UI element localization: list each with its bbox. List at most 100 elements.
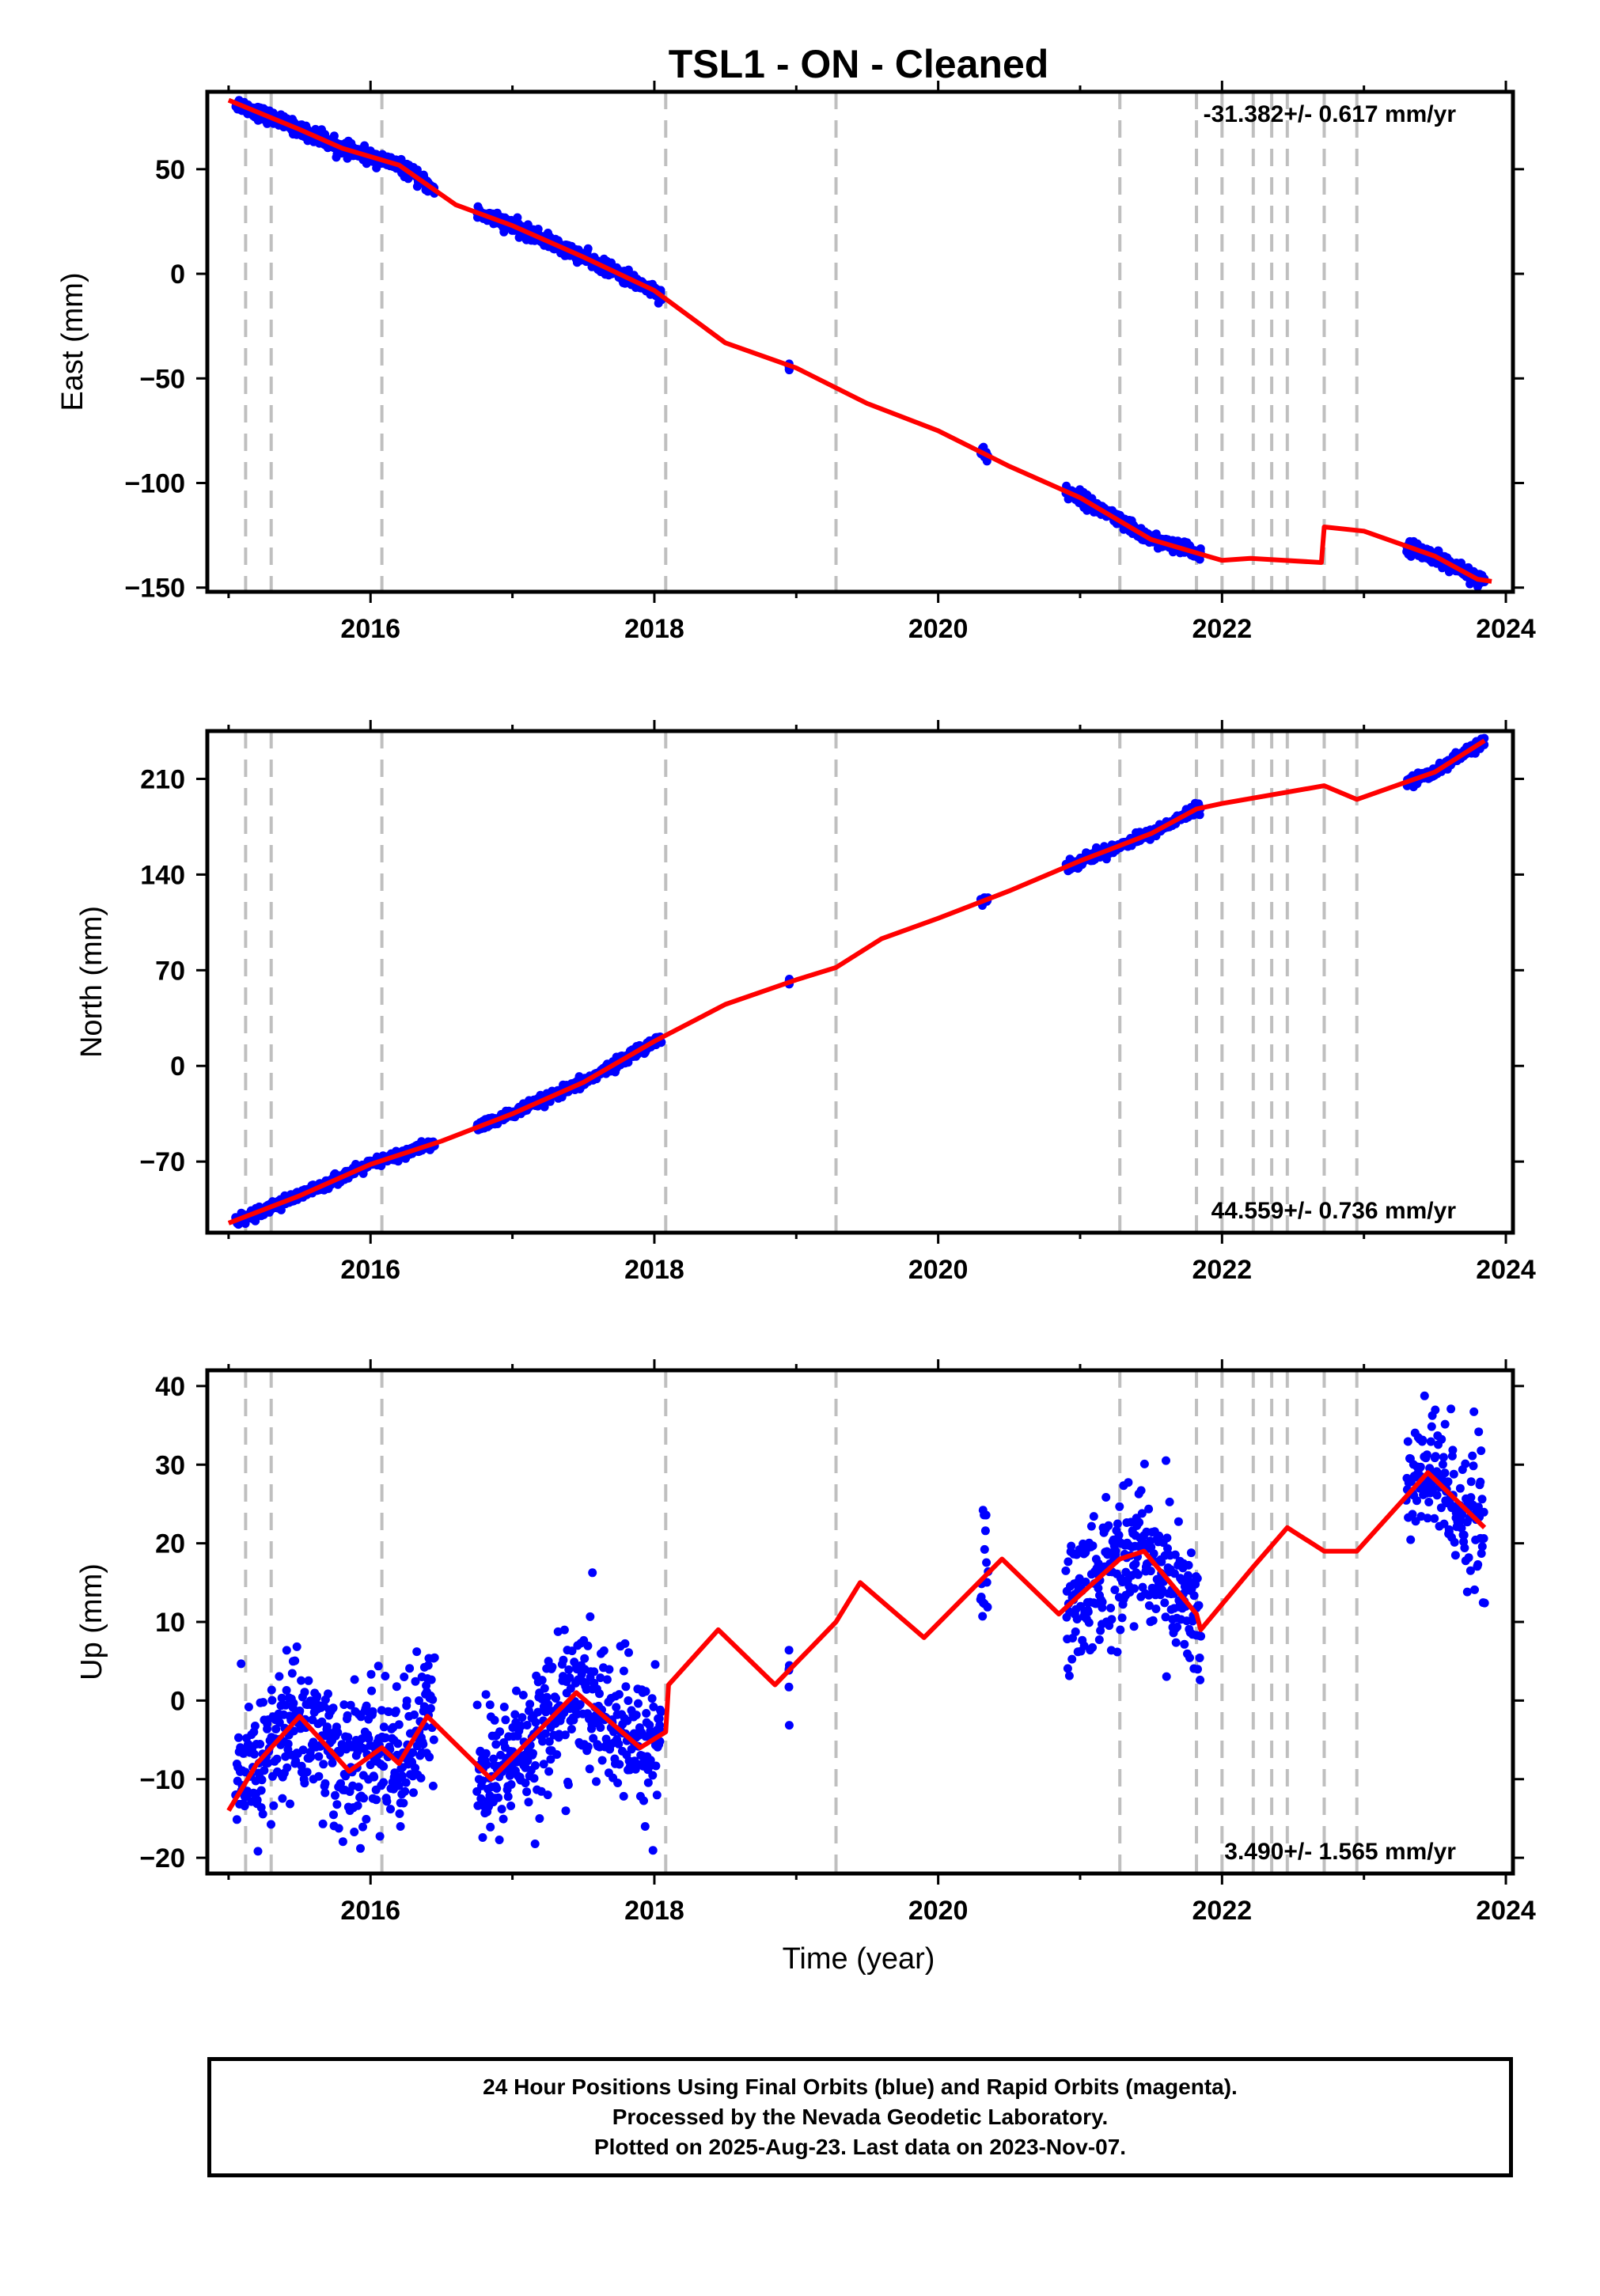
observation-point bbox=[495, 1727, 505, 1737]
observation-point bbox=[580, 1654, 590, 1663]
observation-point bbox=[382, 1797, 392, 1806]
observation-point bbox=[497, 1805, 506, 1814]
observation-point bbox=[1193, 1665, 1202, 1674]
observation-point bbox=[379, 1762, 389, 1771]
observation-point bbox=[259, 1698, 268, 1707]
observation-point bbox=[364, 1734, 373, 1744]
observation-point bbox=[1196, 544, 1205, 553]
observation-point bbox=[1157, 1557, 1166, 1567]
observation-point bbox=[428, 1781, 438, 1790]
observation-point bbox=[491, 1740, 501, 1749]
observation-point bbox=[1455, 1483, 1465, 1493]
observation-point bbox=[1480, 1598, 1489, 1608]
observation-point bbox=[350, 1828, 359, 1836]
observation-point bbox=[605, 1665, 614, 1674]
observation-point bbox=[1458, 1510, 1467, 1519]
observation-point bbox=[400, 1786, 410, 1796]
observation-point bbox=[654, 1714, 664, 1723]
observation-point bbox=[1144, 1590, 1154, 1600]
x-tick-label: 2018 bbox=[624, 1255, 684, 1285]
observation-point bbox=[1459, 1530, 1469, 1540]
observation-point bbox=[478, 1833, 487, 1842]
observation-point bbox=[649, 1702, 658, 1711]
observation-point bbox=[529, 1749, 537, 1758]
observation-point bbox=[334, 1824, 343, 1833]
observation-point bbox=[1113, 1519, 1122, 1529]
observation-point bbox=[240, 1802, 249, 1811]
observation-point bbox=[1113, 1647, 1122, 1657]
observation-point bbox=[590, 1667, 599, 1677]
observation-point bbox=[375, 1832, 385, 1841]
plot-frame bbox=[205, 729, 1515, 1235]
observation-point bbox=[1133, 1570, 1143, 1579]
observation-point bbox=[1426, 1437, 1435, 1446]
observation-point bbox=[1474, 1427, 1484, 1437]
observation-point bbox=[318, 1819, 328, 1828]
observation-point bbox=[314, 1771, 324, 1781]
observation-point bbox=[1473, 1560, 1483, 1569]
observation-point bbox=[564, 1665, 574, 1674]
observation-point bbox=[533, 225, 543, 233]
observation-point bbox=[641, 1687, 650, 1696]
observation-point bbox=[1098, 1597, 1107, 1607]
observation-point bbox=[1131, 1559, 1140, 1569]
observation-point bbox=[1422, 1450, 1431, 1460]
observation-point bbox=[1403, 1437, 1412, 1446]
x-tick-label: 2016 bbox=[340, 1896, 400, 1926]
observation-point bbox=[367, 1686, 377, 1695]
observation-point bbox=[624, 1648, 633, 1658]
observation-point bbox=[1067, 1541, 1076, 1551]
observation-point bbox=[1439, 1453, 1448, 1462]
observation-point bbox=[1155, 1531, 1164, 1540]
observation-point bbox=[1165, 1497, 1174, 1506]
observation-point bbox=[1067, 1654, 1077, 1664]
observation-point bbox=[1469, 1407, 1479, 1416]
observation-point bbox=[1107, 1615, 1117, 1624]
observation-point bbox=[627, 1745, 636, 1754]
observation-point bbox=[1462, 1587, 1472, 1597]
observation-point bbox=[486, 1822, 495, 1832]
observation-point bbox=[1194, 1601, 1204, 1610]
y-axis-label: East (mm) bbox=[56, 272, 89, 411]
observation-point bbox=[522, 1787, 532, 1797]
observation-point bbox=[331, 1790, 339, 1800]
observation-point bbox=[615, 1760, 624, 1769]
observation-point bbox=[495, 1836, 504, 1844]
observation-point bbox=[648, 1771, 658, 1780]
observation-point bbox=[1477, 1446, 1486, 1456]
observation-point bbox=[1130, 1584, 1139, 1593]
observation-point bbox=[1094, 1635, 1104, 1644]
observation-point bbox=[575, 1699, 585, 1709]
observation-point bbox=[423, 1661, 433, 1670]
observation-point bbox=[232, 1815, 241, 1824]
observation-point bbox=[521, 1779, 530, 1788]
observation-point bbox=[1180, 1639, 1189, 1649]
observation-point bbox=[395, 1809, 404, 1818]
observation-point bbox=[1124, 1478, 1133, 1487]
observation-point bbox=[524, 1798, 533, 1807]
x-tick-label: 2018 bbox=[624, 614, 684, 644]
observation-point bbox=[643, 1778, 653, 1787]
observation-point bbox=[405, 1664, 415, 1673]
observation-point bbox=[412, 1647, 422, 1657]
observation-point bbox=[411, 1677, 420, 1686]
observation-point bbox=[503, 1792, 513, 1802]
observation-point bbox=[1173, 1622, 1182, 1631]
observation-point bbox=[533, 1707, 543, 1717]
observation-point bbox=[563, 1780, 573, 1790]
footer-line-2: Processed by the Nevada Geodetic Laborat… bbox=[612, 2105, 1109, 2129]
observation-point bbox=[619, 1666, 628, 1676]
observation-point bbox=[1479, 1507, 1488, 1517]
observation-point bbox=[583, 1641, 593, 1650]
observation-point bbox=[1094, 1583, 1103, 1593]
observation-point bbox=[275, 1718, 284, 1727]
observation-point bbox=[275, 1672, 284, 1681]
y-tick-label: 0 bbox=[170, 260, 185, 290]
observation-point bbox=[1184, 1570, 1192, 1580]
observation-point bbox=[1086, 1521, 1096, 1531]
observation-point bbox=[282, 1763, 292, 1772]
observation-point bbox=[1460, 1544, 1469, 1552]
observation-point bbox=[408, 1748, 418, 1757]
x-tick-label: 2024 bbox=[1476, 1896, 1536, 1926]
y-tick-label: −20 bbox=[139, 1843, 185, 1874]
